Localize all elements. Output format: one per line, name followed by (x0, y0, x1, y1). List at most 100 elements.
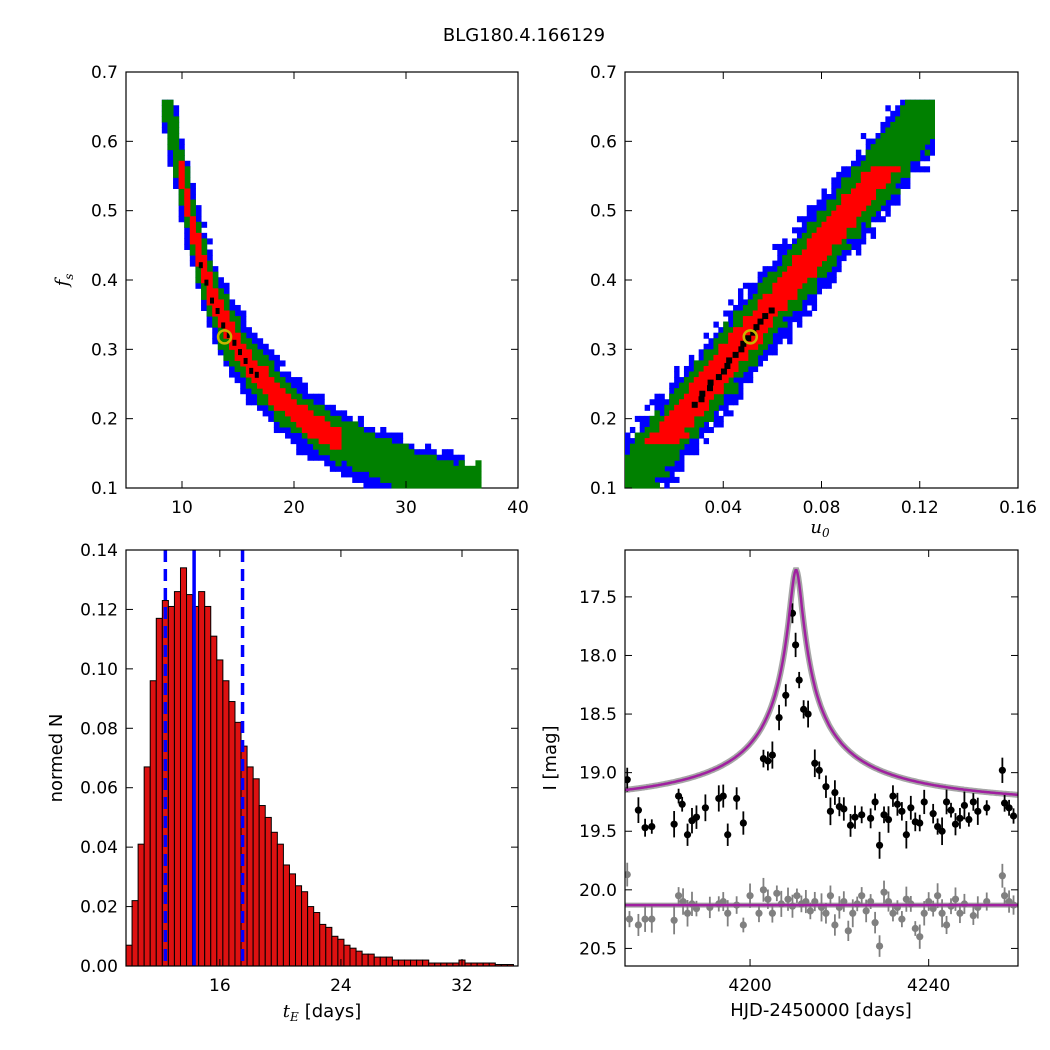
secondary-data-point (1001, 892, 1009, 900)
u0-fs-cell-blue (659, 393, 665, 400)
u0-fs-cell-red (762, 304, 768, 312)
u0-fs-cell-red (885, 166, 891, 173)
u0-fs-cell-green (919, 138, 926, 145)
primary-data-point (634, 806, 642, 814)
u0-fs-cell-blue (801, 221, 808, 228)
te-fs-cell-green (475, 460, 482, 467)
te-fs-cell-blue (301, 388, 308, 395)
te-fs-cell-green (201, 238, 208, 245)
u0-fs-cell-green (644, 471, 651, 478)
u0-fs-cell-red (664, 415, 670, 422)
te-fs-cell-green (380, 438, 387, 445)
u0-fs-cell-green (644, 449, 651, 456)
te-fs-cell-blue (212, 332, 219, 339)
u0-fs-cell-blue (772, 260, 778, 267)
te-fs-cell-red (234, 343, 241, 350)
u0-fs-cell-green (890, 160, 896, 167)
u0-fs-cell-blue (826, 271, 832, 278)
te-fs-cell-green (307, 438, 314, 445)
u0-fs-cell-green (914, 116, 921, 123)
te-fs-cell-green (173, 171, 180, 178)
u0-fs-cell-green (924, 110, 931, 117)
te-fs-cell-green (296, 399, 303, 406)
te-fs-cell-green (324, 443, 331, 450)
u0-fs-cell-green (767, 271, 773, 278)
u0-fs-cell-green (733, 371, 739, 378)
u0-fs-cell-red (841, 232, 847, 239)
secondary-data-point (889, 909, 897, 917)
primary-data-point (998, 766, 1006, 774)
u0-fs-cell-green (895, 133, 901, 140)
u0-fs-cell-green (792, 304, 798, 312)
u0-fs-cell-green (639, 465, 646, 472)
u0-fs-cell-red (713, 388, 719, 395)
u0-fs-cell-green (796, 243, 803, 250)
u0-fs-cell-green (634, 476, 641, 483)
u0-fs-cell-blue (747, 371, 754, 378)
u0-fs-cell-green (757, 282, 764, 289)
te-fs-cell-red (234, 354, 241, 361)
te-fs-cell-green (313, 443, 320, 450)
te-fs-cell-blue (178, 205, 185, 212)
u0-fs-cell-red (782, 277, 788, 284)
u0-fs-cell-green (806, 221, 813, 228)
primary-data-point (880, 811, 888, 819)
u0-fs-cell-green (875, 155, 881, 162)
te-fs-cell-blue (329, 465, 336, 472)
u0-fs-cell-black (738, 346, 745, 353)
te-fs-cell-blue (189, 255, 196, 262)
u0-fs-cell-red (762, 321, 768, 328)
te-fs-ytick-label: 0.2 (91, 410, 118, 430)
te-fs-cell-green (408, 460, 415, 467)
u0-fs-cell-red (850, 210, 857, 217)
u0-fs-cell-blue (728, 410, 734, 417)
histogram-bar (198, 591, 206, 967)
u0-fs-cell-red (811, 271, 818, 278)
te-fs-cell-red (296, 404, 303, 411)
u0-fs-cell-green (914, 105, 921, 112)
te-fs-cell-green (469, 476, 476, 483)
te-fs-cell-green (391, 465, 398, 472)
te-fs-cell-blue (324, 460, 331, 467)
u0-fs-cell-red (841, 210, 847, 217)
te-fs-cell-red (318, 415, 325, 422)
te-fs-cell-blue (329, 460, 336, 467)
secondary-data-point (920, 909, 928, 917)
u0-fs-cell-green (929, 121, 935, 128)
u0-fs-cell-black (707, 379, 714, 386)
u0-fs-cell-green (806, 277, 813, 284)
u0-fs-cell-green (634, 443, 641, 450)
u0-fs-cell-green (875, 149, 881, 156)
u0-fs-cell-green (796, 293, 803, 300)
u0-fs-cell-red (703, 382, 710, 389)
te-fs-cell-red (206, 293, 213, 300)
u0-fs-cell-green (708, 349, 714, 356)
u0-fs-cell-green (831, 243, 837, 250)
u0-fs-cell-red (811, 255, 818, 262)
te-fs-cell-blue (240, 377, 247, 384)
primary-data-point (724, 831, 732, 839)
u0-fs-cell-blue (772, 243, 778, 250)
u0-fs-cell-red (683, 432, 690, 439)
u0-fs-cell-green (919, 116, 926, 123)
u0-fs-cell-blue (772, 338, 778, 345)
secondary-data-point (648, 915, 656, 923)
u0-fs-cell-green (811, 277, 818, 284)
u0-fs-cell-green (929, 105, 935, 112)
u0-fs-cell-green (644, 443, 651, 450)
u0-fs-cell-black (698, 396, 705, 403)
te-fs-cell-green (346, 426, 353, 434)
te-fs-best-fit-marker (216, 329, 233, 345)
u0-fs-cell-red (777, 288, 783, 295)
u0-fs-cell-blue (890, 194, 896, 201)
u0-fs-cell-blue (895, 105, 901, 112)
u0-fs-cell-green (875, 199, 881, 206)
te-fs-cell-green (475, 465, 482, 472)
te-fs-cell-blue (341, 471, 348, 478)
te-fs-cell-blue (313, 393, 320, 400)
u0-fs-cell-red (683, 421, 690, 428)
te-fs-cell-green (458, 476, 465, 483)
te-fs-cell-green (346, 432, 353, 439)
te-fs-cell-green (357, 460, 364, 467)
u0-fs-cell-green (669, 454, 675, 461)
